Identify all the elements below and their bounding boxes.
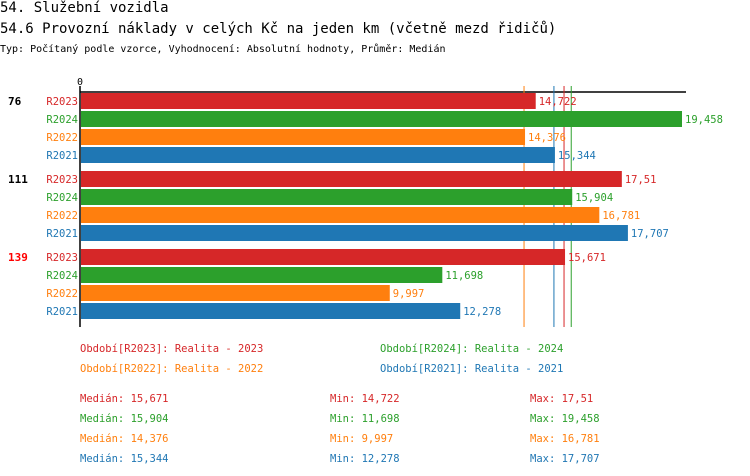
stat-min: Min: 12,278 (330, 453, 400, 465)
series-label: R2021 (46, 228, 78, 240)
data-label: 17,707 (631, 228, 669, 240)
x-tick-label: 0 (77, 77, 83, 88)
bar-R2022 (81, 207, 600, 223)
group-label: 111 (8, 173, 28, 186)
series-label: R2024 (46, 270, 78, 282)
bar-R2023 (81, 93, 536, 109)
stat-median: Medián: 15,344 (80, 453, 169, 465)
group-label: 76 (8, 95, 22, 108)
series-label: R2023 (46, 96, 78, 108)
group-label: 139 (8, 251, 28, 264)
series-label: R2022 (46, 210, 78, 222)
bar-R2021 (81, 147, 555, 163)
series-label: R2021 (46, 150, 78, 162)
data-label: 14,722 (539, 96, 577, 108)
series-label: R2021 (46, 306, 78, 318)
series-label: R2023 (46, 252, 78, 264)
data-label: 9,997 (393, 288, 425, 300)
stat-max: Max: 16,781 (530, 433, 600, 445)
series-label: R2024 (46, 192, 78, 204)
series-label: R2022 (46, 288, 78, 300)
data-label: 15,344 (558, 150, 596, 162)
legend-item: Období[R2022]: Realita - 2022 (80, 363, 263, 375)
bar-R2022 (81, 285, 390, 301)
stat-median: Medián: 15,904 (80, 413, 169, 425)
bar-R2022 (81, 129, 526, 145)
bar-R2024 (81, 111, 682, 127)
data-label: 11,698 (445, 270, 483, 282)
chart-meta: Typ: Počítaný podle vzorce, Vyhodnocení:… (0, 44, 446, 55)
data-label: 14,376 (528, 132, 566, 144)
chart-subtitle: 54.6 Provozní náklady v celých Kč na jed… (0, 21, 557, 37)
data-label: 12,278 (463, 306, 501, 318)
stat-median: Medián: 15,671 (80, 393, 169, 405)
series-label: R2024 (46, 114, 78, 126)
legend-item: Období[R2023]: Realita - 2023 (80, 343, 263, 355)
stat-min: Min: 9,997 (330, 433, 393, 445)
stat-min: Min: 14,722 (330, 393, 400, 405)
stat-max: Max: 17,51 (530, 393, 593, 405)
stat-min: Min: 11,698 (330, 413, 400, 425)
legend-item: Období[R2024]: Realita - 2024 (380, 343, 563, 355)
legend-item: Období[R2021]: Realita - 2021 (380, 363, 563, 375)
bar-R2021 (81, 303, 461, 319)
data-label: 16,781 (602, 210, 640, 222)
data-label: 15,671 (568, 252, 606, 264)
bar-R2024 (81, 189, 573, 205)
page-title: 54. Služební vozidla (0, 0, 169, 16)
stat-median: Medián: 14,376 (80, 433, 169, 445)
series-label: R2023 (46, 174, 78, 186)
data-label: 15,904 (575, 192, 613, 204)
series-label: R2022 (46, 132, 78, 144)
stat-max: Max: 19,458 (530, 413, 600, 425)
stat-max: Max: 17,707 (530, 453, 600, 465)
bar-R2024 (81, 267, 443, 283)
bar-R2021 (81, 225, 628, 241)
data-label: 19,458 (685, 114, 723, 126)
bar-R2023 (81, 249, 566, 265)
data-label: 17,51 (625, 174, 657, 186)
bar-R2023 (81, 171, 622, 187)
